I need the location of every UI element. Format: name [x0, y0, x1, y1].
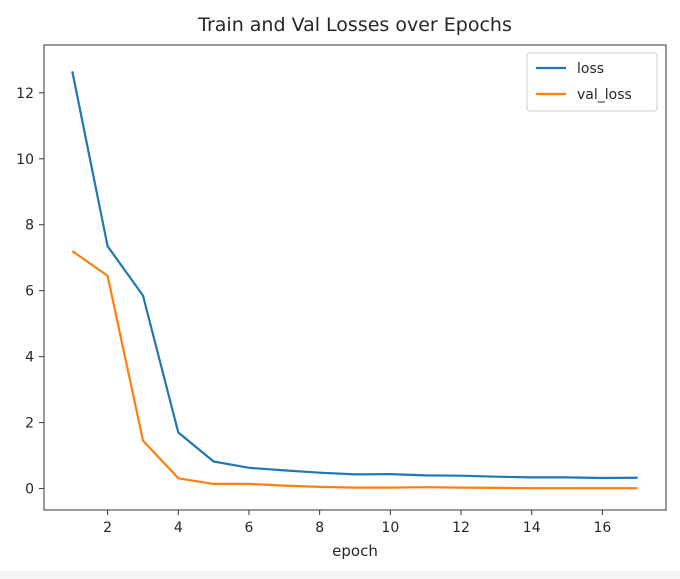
- x-tick-label: 6: [245, 520, 254, 536]
- legend-label-loss: loss: [577, 61, 604, 77]
- bottom-strip: [0, 571, 680, 579]
- series-line-val_loss: [71, 250, 638, 490]
- x-tick-label: 8: [315, 520, 324, 536]
- y-tick-label: 6: [25, 284, 34, 300]
- x-tick-label: 4: [174, 520, 183, 536]
- y-tick-label: 8: [25, 218, 34, 234]
- y-tick-label: 10: [16, 152, 34, 168]
- x-tick-label: 16: [593, 520, 611, 536]
- x-tick-label: 2: [103, 520, 112, 536]
- legend: loss val_loss: [526, 52, 658, 112]
- x-tick-label: 10: [381, 520, 399, 536]
- x-axis-label: epoch: [332, 542, 378, 560]
- x-axis: 2 4 6 8 10 12 14 16: [103, 510, 611, 536]
- x-tick-label: 14: [523, 520, 541, 536]
- y-tick-label: 2: [25, 416, 34, 432]
- legend-label-val_loss: val_loss: [577, 87, 632, 103]
- x-tick-label: 12: [452, 520, 470, 536]
- y-tick-label: 0: [25, 482, 34, 498]
- axes-frame: [43, 44, 667, 511]
- chart-title: Train and Val Losses over Epochs: [197, 14, 512, 36]
- y-tick-label: 12: [16, 86, 34, 102]
- series-line-loss: [71, 71, 638, 480]
- y-axis: 0 2 4 6 8 10 12: [16, 86, 44, 498]
- y-tick-label: 4: [25, 350, 34, 366]
- plot-marks: [71, 71, 638, 490]
